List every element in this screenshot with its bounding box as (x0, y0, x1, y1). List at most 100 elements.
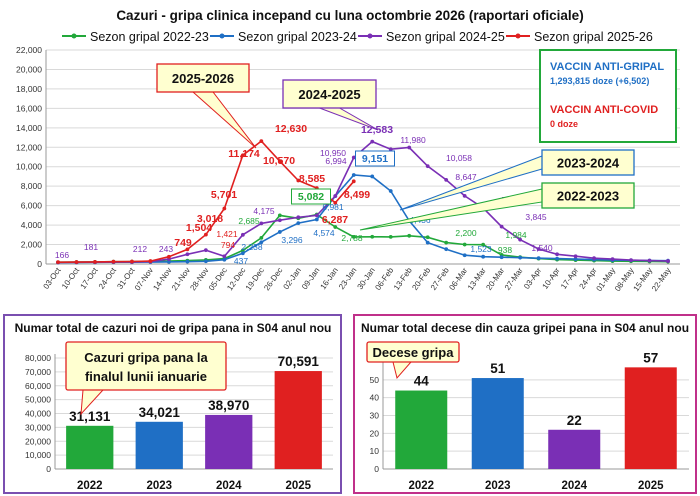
bar-2023 (471, 378, 524, 469)
y-tick-label: 50,000 (25, 395, 51, 405)
legend-label-1: Sezon gripal 2022-23 (90, 30, 209, 44)
y-tick-label: 10 (370, 446, 380, 456)
x-tick-label: 10-Oct (60, 265, 82, 290)
series-point-2 (167, 259, 171, 264)
deaths-panel-border (353, 314, 697, 494)
series-point-1 (277, 213, 282, 218)
cases-callout-line-2: finalul lunii ianuarie (85, 369, 207, 384)
x-tick-label: 26-Dec (262, 266, 284, 292)
data-label: 6,981 (322, 202, 344, 212)
bar-2025 (274, 371, 322, 469)
callout-label-1: 2025-2026 (172, 71, 234, 86)
x-tick-label: 10-Apr (541, 266, 562, 291)
series-line-2 (57, 174, 669, 264)
series-point-2 (555, 256, 559, 261)
data-label: 5,701 (211, 189, 237, 201)
x-tick-label: 2025 (285, 480, 311, 492)
series-point-4 (185, 247, 190, 252)
data-label: 243 (159, 244, 173, 254)
series-point-2 (314, 217, 319, 222)
series-point-3 (518, 237, 523, 242)
y-tick-label: 10,000 (25, 450, 51, 460)
bar-value-label: 57 (643, 350, 658, 365)
series-point-1 (425, 235, 430, 240)
series-point-2 (499, 255, 504, 260)
legend-marker-1 (71, 33, 77, 39)
series-point-2 (277, 230, 282, 234)
y-tick-label: 0 (46, 464, 51, 474)
deaths-callout-label: Decese gripa (373, 345, 455, 360)
series-point-1 (388, 234, 393, 239)
series-point-1 (407, 233, 412, 238)
y-tick-label: 30 (370, 411, 380, 421)
legend-marker-2 (219, 33, 225, 39)
x-tick-label: 2022 (77, 480, 103, 492)
series-point-3 (666, 259, 670, 263)
y-tick-label: 4,000 (21, 220, 43, 230)
bar-2022 (66, 425, 114, 469)
y-tick-label: 14,000 (16, 123, 42, 133)
y-tick-label: 20 (370, 428, 380, 438)
cases-callout-line-1: Cazuri gripa pana la (84, 350, 208, 365)
x-tick-label: 03-Apr (522, 266, 543, 291)
callout-pointer-2 (319, 107, 379, 131)
y-tick-label: 50 (370, 375, 380, 385)
data-label: 12,630 (275, 123, 307, 135)
series-point-3 (407, 145, 412, 150)
data-label: 1,984 (505, 230, 527, 240)
data-label: 3,845 (525, 212, 547, 222)
bar-value-label: 70,591 (278, 354, 320, 369)
y-tick-label: 20,000 (25, 436, 51, 446)
series-point-3 (259, 221, 264, 226)
series-point-3 (425, 164, 430, 169)
data-label: 4,175 (253, 206, 275, 216)
series-point-2 (536, 256, 541, 261)
series-point-3 (203, 248, 208, 253)
series-point-1 (259, 235, 264, 240)
x-tick-label: 23-Jan (337, 266, 358, 291)
series-point-2 (240, 251, 245, 256)
data-label: 166 (55, 250, 69, 260)
data-label: 8,647 (455, 172, 477, 182)
weekly-cases-line-chart: Cazuri - gripa clinica incepand cu luna … (16, 8, 680, 293)
series-point-1 (444, 240, 449, 245)
series-point-2 (185, 259, 190, 264)
series-point-2 (388, 189, 393, 193)
callout-label-2: 2024-2025 (298, 87, 360, 102)
x-tick-label: 16-Jan (319, 266, 340, 291)
bar-2025 (624, 367, 677, 469)
bar-value-label: 38,970 (208, 398, 249, 413)
y-tick-label: 8,000 (21, 181, 43, 191)
y-tick-label: 16,000 (16, 103, 42, 113)
bar-value-label: 31,131 (69, 409, 111, 424)
series-point-3 (592, 256, 596, 261)
series-point-3 (647, 258, 652, 263)
series-point-4 (277, 159, 282, 164)
y-tick-label: 18,000 (16, 84, 42, 94)
series-point-2 (425, 240, 430, 245)
bar-value-label: 34,021 (139, 405, 181, 420)
data-label: 749 (174, 237, 192, 249)
data-label: 212 (133, 244, 147, 254)
legend-label-2: Sezon gripal 2023-24 (238, 30, 357, 44)
series-point-3 (351, 155, 356, 160)
series-point-3 (240, 232, 245, 237)
y-tick-label: 10,000 (16, 162, 42, 172)
data-label: 8,499 (344, 189, 370, 201)
series-point-2 (462, 253, 467, 258)
y-tick-label: 2,000 (21, 240, 43, 250)
bar-chart-title: Numar total de cazuri noi de gripa pana … (15, 321, 332, 335)
data-label: 10,950 (320, 148, 346, 158)
vaccine-covid-title: VACCIN ANTI-COVID (550, 104, 658, 116)
callout-pointer-1 (191, 91, 257, 149)
series-point-2 (481, 254, 486, 259)
x-tick-label: 2024 (216, 480, 242, 492)
y-tick-label: 80,000 (25, 353, 51, 363)
x-tick-label: 2022 (408, 480, 434, 492)
vaccine-infobox (539, 49, 677, 143)
series-point-4 (351, 179, 356, 184)
cases-panel-border (3, 314, 342, 494)
x-tick-label: 17-Oct (78, 265, 100, 290)
series-point-4 (148, 259, 153, 263)
